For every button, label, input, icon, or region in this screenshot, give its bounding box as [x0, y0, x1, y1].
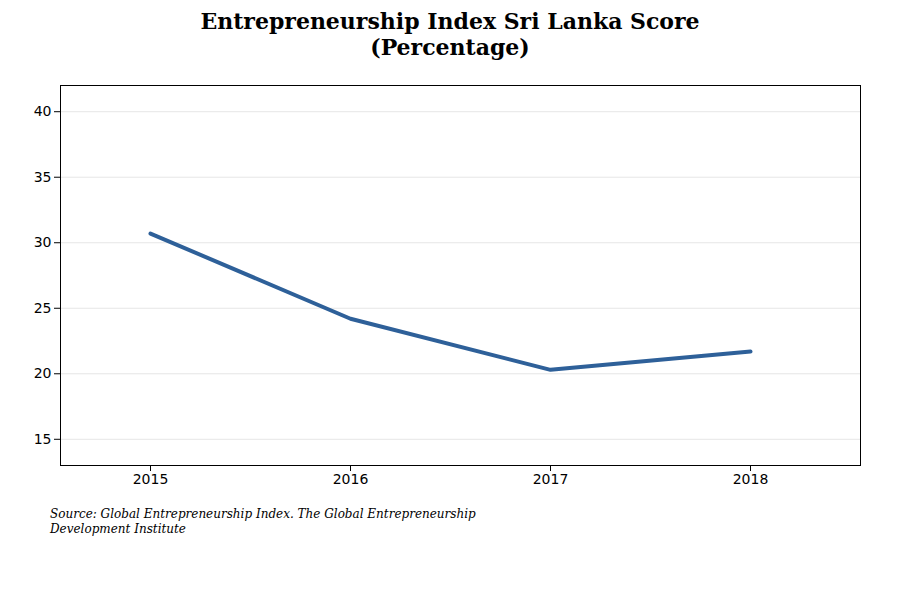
- svg-text:40: 40: [34, 103, 52, 119]
- svg-text:20: 20: [34, 365, 52, 381]
- svg-text:25: 25: [34, 300, 52, 316]
- svg-text:2016: 2016: [333, 471, 369, 487]
- svg-text:15: 15: [34, 431, 52, 447]
- svg-text:30: 30: [34, 234, 52, 250]
- svg-text:2018: 2018: [733, 471, 769, 487]
- html-text:Entrepreneurship Index Sri Lan: Entrepreneurship Index Sri Lanka Score (…: [200, 8, 700, 61]
- svg-text:2015: 2015: [133, 471, 169, 487]
- svg-text:35: 35: [34, 168, 52, 184]
- svg-text:2017: 2017: [533, 471, 569, 487]
- html-text:Source: Global Entrepreneurshi: Source: Global Entrepreneurship Index. T…: [50, 506, 476, 536]
